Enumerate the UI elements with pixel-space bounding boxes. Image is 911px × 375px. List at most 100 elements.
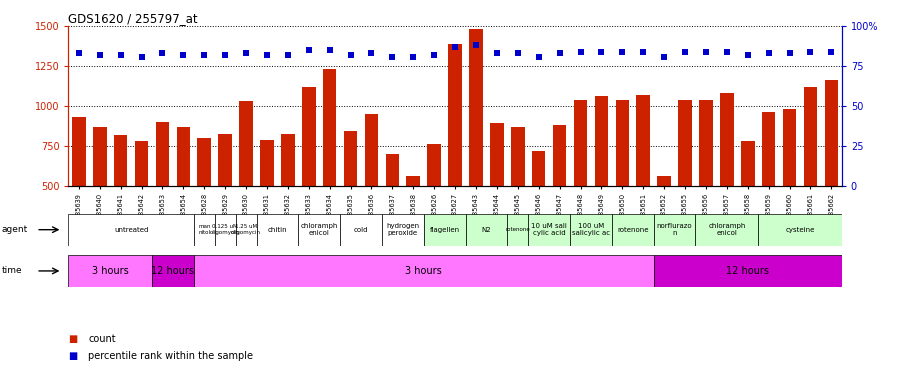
Bar (636, 95, 650, 266)
Point (552, 50, 567, 56)
Text: percentile rank within the sample: percentile rank within the sample (88, 351, 253, 361)
Point (719, 49, 733, 55)
Bar (489, 123, 503, 266)
Bar (803, 87, 816, 266)
Point (593, 49, 608, 55)
Point (489, 50, 504, 56)
Point (614, 49, 629, 55)
Point (384, 54, 399, 60)
Text: rotenone: rotenone (617, 226, 648, 232)
Text: flagellen: flagellen (429, 226, 459, 232)
Bar (678, 100, 691, 266)
Point (113, 52, 128, 58)
Bar (573, 100, 587, 266)
Text: man
nitol: man nitol (198, 225, 210, 235)
Bar (114, 135, 128, 266)
Bar (302, 87, 315, 266)
Bar (194, 214, 214, 246)
Bar (740, 141, 753, 266)
Bar (719, 93, 732, 266)
Bar (465, 214, 507, 246)
Point (134, 54, 148, 60)
Bar (135, 141, 148, 266)
Bar (72, 117, 86, 266)
Point (824, 49, 838, 55)
Text: 10 uM sali
cylic acid: 10 uM sali cylic acid (530, 224, 567, 236)
Text: hydrogen
peroxide: hydrogen peroxide (386, 224, 419, 236)
Bar (340, 214, 382, 246)
Bar (68, 214, 194, 246)
Text: agent: agent (2, 225, 28, 234)
Point (656, 54, 670, 60)
Text: 3 hours: 3 hours (92, 266, 128, 276)
Point (343, 52, 357, 58)
Bar (611, 214, 653, 246)
Bar (152, 255, 194, 287)
Text: 100 uM
salicylic ac: 100 uM salicylic ac (571, 224, 609, 236)
Point (782, 50, 796, 56)
Bar (156, 122, 169, 266)
Text: 3 hours: 3 hours (404, 266, 442, 276)
Bar (194, 255, 653, 287)
Bar (695, 214, 757, 246)
Bar (531, 150, 545, 266)
Point (426, 52, 441, 58)
Point (176, 52, 190, 58)
Bar (406, 176, 420, 266)
Text: GDS1620 / 255797_at: GDS1620 / 255797_at (68, 12, 198, 25)
Text: ■: ■ (68, 351, 77, 361)
Text: time: time (2, 266, 23, 275)
Bar (256, 214, 298, 246)
Bar (281, 134, 294, 266)
Bar (657, 176, 670, 266)
Bar (507, 214, 527, 246)
Point (677, 49, 691, 55)
Text: count: count (88, 334, 116, 344)
Point (218, 52, 232, 58)
Point (761, 50, 775, 56)
Bar (364, 114, 378, 266)
Bar (343, 132, 357, 266)
Bar (468, 30, 482, 266)
Bar (198, 138, 210, 266)
Point (71, 50, 86, 56)
Point (363, 50, 378, 56)
Bar (594, 96, 608, 266)
Bar (260, 140, 273, 266)
Point (635, 49, 650, 55)
Point (281, 52, 295, 58)
Text: untreated: untreated (114, 226, 148, 232)
Point (239, 50, 253, 56)
Bar (527, 214, 569, 246)
Point (197, 52, 211, 58)
Bar (214, 214, 235, 246)
Bar (653, 214, 695, 246)
Bar (218, 134, 231, 266)
Point (803, 49, 817, 55)
Bar (653, 255, 841, 287)
Text: chitin: chitin (267, 226, 287, 232)
Point (92, 52, 107, 58)
Point (322, 47, 336, 53)
Point (740, 52, 754, 58)
Bar (615, 100, 629, 266)
Point (302, 47, 316, 53)
Text: ■: ■ (68, 334, 77, 344)
Bar (552, 125, 566, 266)
Bar (699, 100, 711, 266)
Bar (93, 127, 107, 266)
Point (260, 52, 274, 58)
Bar (298, 214, 340, 246)
Bar (424, 214, 465, 246)
Bar (382, 214, 424, 246)
Bar (569, 214, 611, 246)
Point (531, 54, 546, 60)
Text: chloramph
enicol: chloramph enicol (301, 224, 338, 236)
Text: rotenone: rotenone (505, 227, 529, 232)
Bar (510, 127, 524, 266)
Bar (322, 69, 336, 266)
Point (573, 49, 588, 55)
Bar (761, 112, 774, 266)
Bar (427, 144, 441, 266)
Point (405, 54, 420, 60)
